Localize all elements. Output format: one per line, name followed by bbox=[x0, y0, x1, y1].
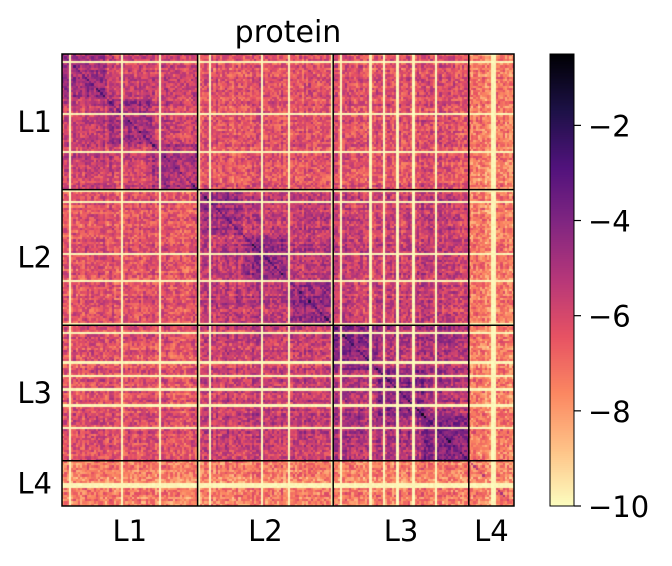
heatmap-image bbox=[62, 54, 514, 506]
colorbar-gradient bbox=[550, 54, 574, 506]
y-tick-label: L2 bbox=[17, 240, 52, 274]
x-tick-label: L2 bbox=[248, 514, 283, 548]
colorbar-tick-label: −2 bbox=[588, 109, 631, 143]
colorbar-tick-label: −10 bbox=[588, 490, 649, 524]
x-tick-label: L4 bbox=[474, 514, 509, 548]
x-axis-labels: L1 L2 L3 L4 bbox=[112, 514, 508, 548]
y-tick-label: L3 bbox=[17, 376, 52, 410]
colorbar-tick-label: −6 bbox=[588, 300, 631, 334]
colorbar-tick-label: −8 bbox=[588, 395, 631, 429]
y-tick-label: L4 bbox=[17, 466, 52, 500]
block-grid bbox=[62, 54, 514, 506]
colorbar-ticks: −2 −4 −6 −8 −10 bbox=[574, 109, 649, 524]
x-tick-label: L3 bbox=[384, 514, 419, 548]
y-axis-labels: L1 L2 L3 L4 bbox=[17, 105, 52, 501]
colorbar-tick-label: −4 bbox=[588, 205, 631, 239]
colorbar-frame bbox=[549, 53, 575, 507]
heatmap-frame bbox=[61, 53, 515, 507]
chart-title: protein bbox=[235, 15, 342, 50]
y-tick-label: L1 bbox=[17, 105, 52, 139]
x-tick-label: L1 bbox=[112, 514, 147, 548]
